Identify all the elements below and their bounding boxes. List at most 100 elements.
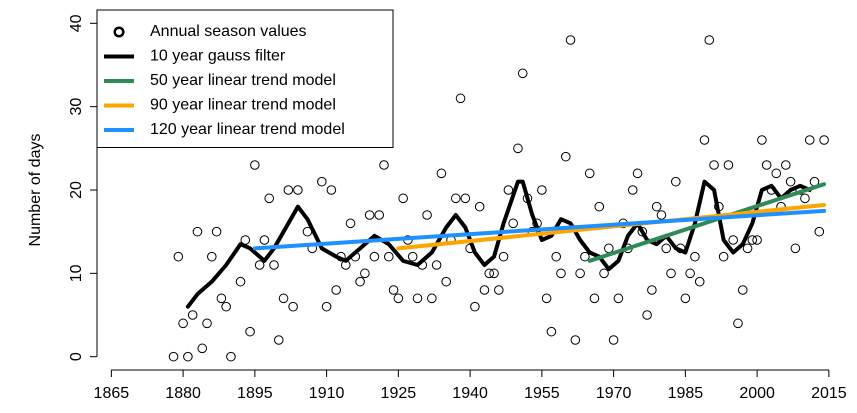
data-point	[168, 351, 179, 362]
legend-label: 90 year linear trend model	[150, 97, 336, 114]
y-tick-label: 30	[68, 98, 85, 116]
data-point	[393, 293, 404, 304]
data-point	[293, 185, 303, 195]
data-point	[718, 251, 729, 262]
data-point	[202, 318, 212, 329]
data-point	[680, 293, 691, 304]
data-point	[570, 335, 581, 345]
data-point	[317, 176, 327, 187]
data-point	[283, 185, 294, 195]
data-point	[427, 293, 437, 304]
data-point	[670, 176, 681, 187]
data-point	[728, 235, 738, 245]
data-point	[814, 226, 825, 237]
data-point	[757, 135, 767, 145]
data-point	[742, 243, 753, 254]
x-tick-label: 2015	[811, 385, 847, 402]
data-point	[661, 243, 672, 254]
y-tick-label: 10	[68, 264, 85, 282]
data-point	[479, 285, 490, 295]
data-point	[264, 193, 275, 204]
data-point	[379, 160, 389, 170]
data-point	[484, 268, 495, 279]
data-point	[226, 351, 236, 362]
data-point	[517, 68, 528, 79]
data-point	[761, 160, 772, 170]
legend-label: 120 year linear trend model	[150, 121, 345, 138]
data-point	[647, 285, 657, 295]
data-point	[575, 268, 585, 279]
data-point	[178, 318, 188, 329]
data-point	[513, 143, 523, 154]
y-tick-label: 40	[68, 14, 85, 32]
data-point	[800, 193, 810, 204]
data-point	[211, 226, 222, 237]
data-point	[560, 151, 571, 162]
data-point	[584, 168, 595, 179]
x-tick-label: 1955	[524, 385, 560, 402]
data-point	[737, 285, 748, 295]
x-tick-label: 1970	[596, 385, 632, 402]
data-point	[656, 210, 667, 220]
data-point	[221, 301, 231, 312]
data-point	[723, 160, 734, 170]
data-point	[508, 218, 518, 229]
data-point	[273, 335, 284, 345]
data-point	[541, 293, 552, 304]
data-point	[580, 251, 590, 262]
data-point	[173, 251, 184, 262]
data-point	[355, 276, 365, 287]
data-point	[747, 235, 758, 245]
data-point	[704, 35, 715, 45]
data-point	[235, 276, 246, 287]
y-axis-label: Number of days	[27, 134, 44, 247]
data-point	[369, 251, 380, 262]
data-point	[431, 260, 442, 270]
legend-label: 10 year gauss filter	[150, 48, 286, 65]
data-point	[594, 201, 605, 212]
data-point	[781, 160, 791, 170]
data-point	[790, 243, 801, 254]
data-point	[537, 185, 547, 195]
data-point	[690, 251, 700, 262]
data-point	[398, 193, 408, 204]
data-point	[436, 168, 447, 179]
data-point	[785, 176, 796, 187]
data-point	[278, 293, 289, 304]
data-point	[450, 193, 461, 204]
data-point	[388, 285, 399, 295]
data-point	[192, 226, 203, 237]
data-point	[752, 235, 762, 245]
legend-label: 50 year linear trend model	[150, 72, 336, 89]
legend-symbol	[113, 26, 125, 38]
data-point	[345, 218, 356, 229]
data-point	[589, 293, 600, 304]
x-tick-label: 1880	[165, 385, 201, 402]
data-point	[565, 35, 576, 45]
legend: Annual season values 10 year gauss filter…	[96, 9, 394, 148]
data-point	[197, 343, 208, 354]
data-point	[608, 335, 619, 345]
data-point	[412, 293, 423, 304]
data-point	[259, 235, 270, 245]
data-point	[360, 268, 370, 279]
data-point	[489, 268, 499, 279]
data-point	[269, 260, 279, 270]
data-point	[551, 251, 562, 262]
data-point	[771, 168, 782, 179]
data-point	[245, 326, 255, 337]
x-tick-label: 1895	[237, 385, 273, 402]
data-point	[694, 276, 705, 287]
data-point	[637, 226, 648, 237]
trend-line	[185, 179, 812, 309]
legend-label: Annual season values	[150, 23, 307, 40]
data-point	[326, 185, 337, 195]
data-point	[422, 210, 432, 220]
data-point	[699, 135, 710, 145]
x-tick-label: 1925	[381, 385, 417, 402]
data-point	[470, 301, 480, 312]
data-point	[503, 185, 514, 195]
data-point	[599, 268, 609, 279]
